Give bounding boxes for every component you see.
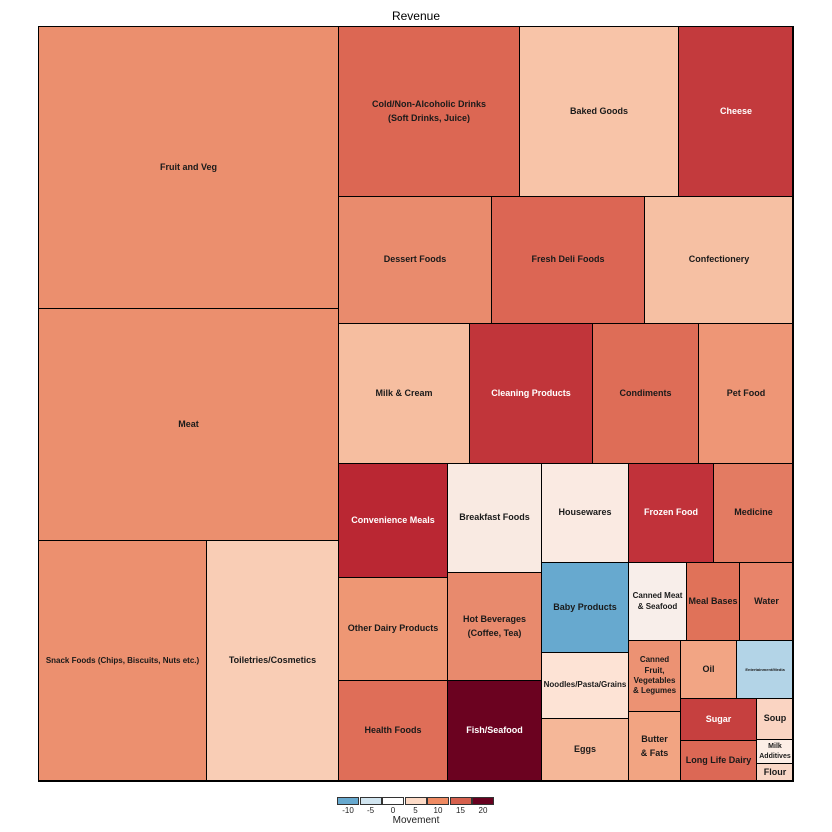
treemap-tile: Fresh Deli Foods: [491, 196, 645, 324]
treemap-tile: Meat: [38, 308, 339, 541]
legend-tick-label: 10: [433, 806, 443, 815]
legend-tick-label: 5: [413, 806, 418, 815]
treemap-tile: Sugar: [680, 698, 757, 741]
treemap-tile: Convenience Meals: [338, 463, 448, 578]
treemap-tile: Medicine: [713, 463, 794, 563]
legend-swatch: [427, 797, 449, 805]
legend-swatch: [404, 797, 427, 805]
treemap-tile: Milk & Cream: [338, 323, 470, 464]
treemap-tile: Cleaning Products: [469, 323, 593, 464]
treemap-tile: Fruit and Veg: [38, 26, 339, 309]
treemap-tile: Breakfast Foods: [447, 463, 542, 573]
treemap-tile: Milk Additives: [756, 739, 794, 764]
legend-swatch: [472, 797, 494, 805]
treemap-tile: Condiments: [592, 323, 699, 464]
treemap-tile: Baked Goods: [519, 26, 679, 197]
legend-tick-label: 20: [478, 806, 488, 815]
legend-swatch: [359, 797, 382, 805]
treemap-tile: Canned Meat & Seafood: [628, 562, 687, 641]
treemap-tile: Entertainment/Media: [736, 640, 794, 699]
treemap-tile: Confectionery: [644, 196, 794, 324]
legend-swatch: [382, 797, 404, 805]
treemap-tile: Housewares: [541, 463, 629, 563]
treemap-tile: Water: [739, 562, 794, 641]
legend-tick-label: 0: [390, 806, 396, 815]
treemap-tile: Oil: [680, 640, 737, 699]
treemap-tile: Frozen Food: [628, 463, 714, 563]
treemap-tile: Long Life Dairy: [680, 740, 757, 782]
chart-title: Revenue: [391, 9, 441, 23]
treemap-tile: Butter & Fats: [628, 711, 681, 782]
treemap-tile: Toiletries/Cosmetics: [206, 540, 339, 782]
legend-swatch: [449, 797, 472, 805]
legend-tick-label: -5: [366, 806, 375, 815]
treemap-tile: Pet Food: [698, 323, 794, 464]
legend-title: Movement: [392, 815, 440, 826]
treemap-tile: Soup: [756, 698, 794, 740]
treemap-tile: Snack Foods (Chips, Biscuits, Nuts etc.): [38, 540, 207, 782]
treemap-tile: Fish/Seafood: [447, 680, 542, 782]
treemap-tile: Flour: [756, 763, 794, 782]
treemap-tile: Health Foods: [338, 680, 448, 782]
treemap-tile: Baby Products: [541, 562, 629, 653]
treemap-tile: Canned Fruit, Vegetables & Legumes: [628, 640, 681, 712]
treemap-tile: Other Dairy Products: [338, 577, 448, 681]
legend-tick-label: 15: [456, 806, 465, 815]
treemap-tile: Meal Bases: [686, 562, 740, 641]
treemap-tile: Dessert Foods: [338, 196, 492, 324]
treemap-tile: Hot Beverages (Coffee, Tea): [447, 572, 542, 681]
legend-swatch: [337, 797, 359, 805]
treemap-tile: Noodles/Pasta/Grains: [541, 652, 629, 719]
treemap-tile: Cold/Non-Alcoholic Drinks (Soft Drinks, …: [338, 26, 520, 197]
treemap-tile: Eggs: [541, 718, 629, 782]
legend-tick-label: -10: [342, 806, 354, 815]
treemap-tile: Cheese: [678, 26, 794, 197]
